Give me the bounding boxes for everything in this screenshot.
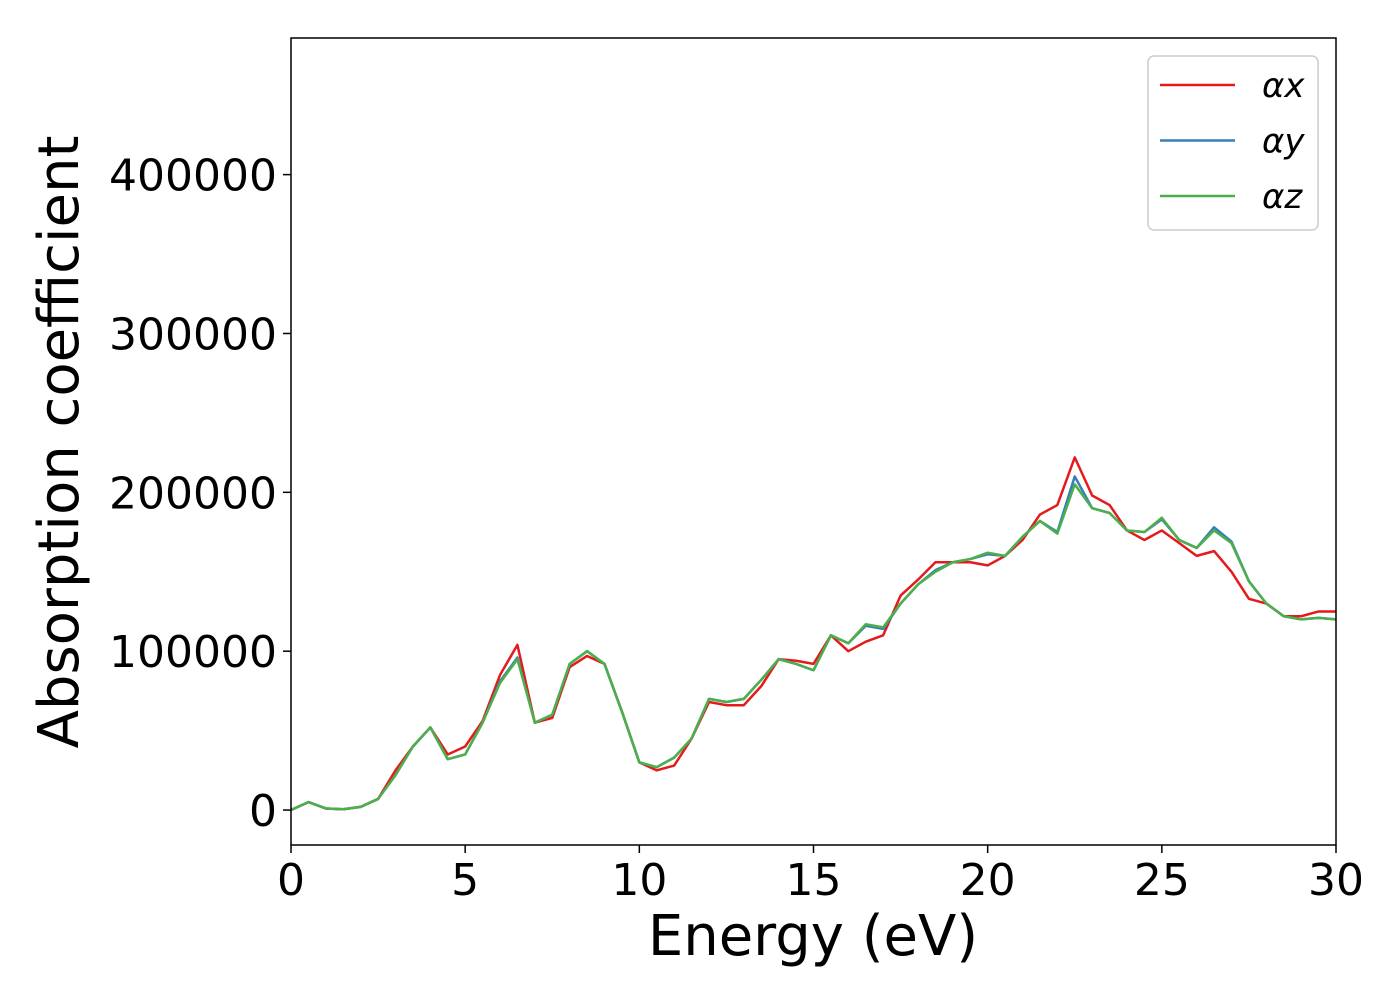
y-tick-label: 0: [249, 786, 277, 837]
x-axis-label: Energy (eV): [648, 904, 978, 969]
x-tick-label: 25: [1134, 855, 1190, 906]
x-tick-label: 5: [451, 855, 479, 906]
x-tick-label: 10: [611, 855, 667, 906]
y-tick-label: 100000: [109, 627, 277, 678]
y-tick-label: 300000: [109, 309, 277, 360]
plot-frame: [290, 37, 1337, 846]
legend-label: αy: [1262, 122, 1305, 162]
series-line: [291, 456, 1336, 812]
x-tick-label: 0: [277, 855, 305, 906]
x-tick-label: 15: [786, 855, 842, 906]
series-line: [291, 483, 1336, 812]
y-tick-label: 200000: [109, 468, 277, 519]
y-tick-label: 400000: [109, 151, 277, 202]
x-tick-label: 20: [960, 855, 1016, 906]
legend-box: [1147, 55, 1319, 231]
x-tick-label: 30: [1308, 855, 1364, 906]
legend-label: αz: [1262, 177, 1303, 217]
y-axis-label: Absorption coefficient: [27, 136, 92, 749]
legend-label: αx: [1262, 66, 1305, 106]
